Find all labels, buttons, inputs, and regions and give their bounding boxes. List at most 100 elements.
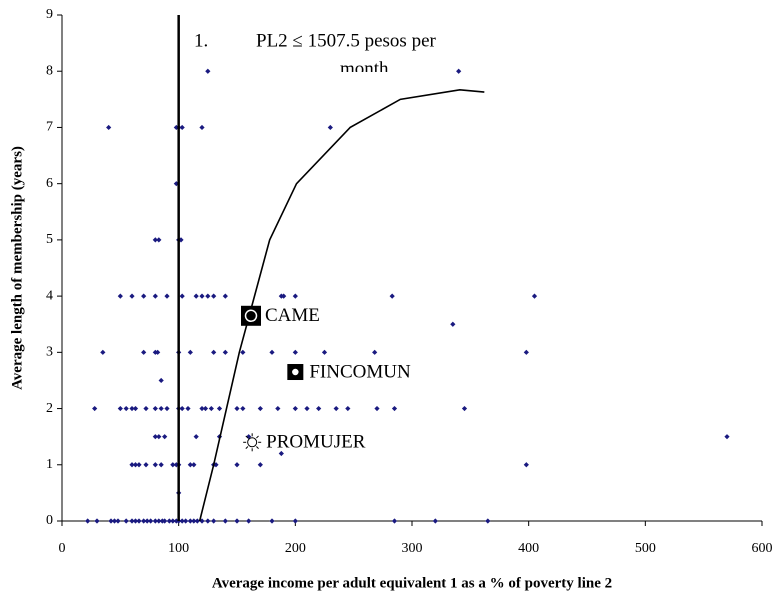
point bbox=[191, 518, 197, 524]
point bbox=[321, 349, 328, 355]
point bbox=[106, 124, 112, 131]
point bbox=[205, 293, 211, 299]
point bbox=[724, 434, 730, 440]
point bbox=[129, 462, 135, 468]
point bbox=[391, 405, 398, 412]
point bbox=[316, 405, 322, 412]
x-tick-label: 200 bbox=[285, 541, 306, 556]
point bbox=[183, 518, 189, 524]
point bbox=[234, 405, 240, 412]
point bbox=[292, 349, 298, 355]
point bbox=[240, 405, 246, 412]
point bbox=[85, 518, 91, 524]
point bbox=[164, 405, 170, 412]
y-tick-label: 8 bbox=[46, 63, 53, 78]
point bbox=[152, 434, 158, 440]
point bbox=[202, 405, 209, 412]
point bbox=[141, 349, 147, 355]
point bbox=[179, 293, 185, 299]
point bbox=[115, 518, 121, 524]
point bbox=[278, 450, 284, 457]
point bbox=[257, 462, 263, 468]
point bbox=[108, 518, 114, 524]
point bbox=[158, 462, 164, 468]
point bbox=[117, 405, 123, 412]
point bbox=[144, 518, 150, 524]
point bbox=[94, 518, 100, 524]
point bbox=[129, 293, 135, 299]
point bbox=[531, 293, 538, 299]
point bbox=[162, 434, 168, 440]
x-axis-label: Average income per adult equivalent 1 as… bbox=[212, 575, 612, 591]
point bbox=[132, 518, 139, 524]
point bbox=[211, 293, 217, 299]
point bbox=[143, 462, 149, 468]
point bbox=[185, 405, 191, 412]
point bbox=[456, 68, 462, 74]
point bbox=[141, 293, 147, 299]
point bbox=[164, 293, 170, 299]
point bbox=[523, 462, 529, 468]
point bbox=[100, 349, 106, 355]
point bbox=[129, 405, 135, 412]
point bbox=[292, 293, 298, 299]
x-tick-label: 400 bbox=[518, 541, 539, 556]
point bbox=[191, 462, 197, 468]
point bbox=[205, 68, 211, 74]
point bbox=[485, 518, 491, 524]
point bbox=[155, 349, 161, 355]
labeled-point bbox=[287, 364, 304, 381]
y-tick-label: 5 bbox=[46, 232, 53, 247]
point bbox=[187, 518, 193, 524]
point bbox=[136, 518, 142, 524]
trend-curve bbox=[198, 88, 485, 522]
point-label: CAME bbox=[265, 305, 320, 326]
point bbox=[257, 405, 263, 412]
point bbox=[123, 405, 129, 412]
point bbox=[194, 518, 200, 524]
point bbox=[199, 293, 205, 299]
point-label: PROMUJER bbox=[266, 432, 366, 453]
x-tick-label: 100 bbox=[168, 541, 189, 556]
point bbox=[148, 518, 154, 524]
point bbox=[275, 405, 281, 412]
y-tick-label: 6 bbox=[46, 176, 53, 191]
labeled-point bbox=[241, 305, 261, 326]
point bbox=[269, 518, 275, 524]
point bbox=[222, 293, 228, 299]
point bbox=[211, 349, 217, 355]
point bbox=[193, 293, 199, 299]
labeled-point bbox=[243, 433, 262, 452]
y-tick-label: 9 bbox=[46, 7, 53, 22]
point bbox=[136, 462, 142, 468]
point bbox=[156, 237, 162, 243]
y-tick-label: 7 bbox=[46, 120, 53, 135]
point bbox=[141, 518, 147, 524]
point bbox=[193, 434, 199, 440]
point bbox=[333, 405, 339, 412]
point bbox=[269, 349, 275, 355]
point bbox=[374, 405, 380, 412]
point bbox=[179, 124, 185, 131]
point bbox=[179, 518, 185, 524]
point bbox=[372, 349, 378, 355]
point bbox=[162, 518, 168, 524]
point bbox=[523, 349, 529, 355]
point bbox=[170, 462, 176, 468]
point bbox=[132, 405, 139, 412]
point bbox=[222, 349, 228, 355]
y-tick-label: 3 bbox=[46, 345, 53, 360]
y-tick-label: 1 bbox=[46, 457, 53, 472]
point bbox=[143, 405, 149, 412]
point-label: FINCOMUN bbox=[309, 361, 411, 382]
point bbox=[234, 518, 240, 524]
point bbox=[389, 293, 395, 299]
point bbox=[246, 434, 252, 440]
y-tick-label: 0 bbox=[46, 513, 53, 528]
point bbox=[292, 405, 298, 412]
point bbox=[156, 518, 162, 524]
point bbox=[199, 124, 205, 131]
x-tick-label: 600 bbox=[752, 541, 773, 556]
point bbox=[199, 405, 205, 412]
